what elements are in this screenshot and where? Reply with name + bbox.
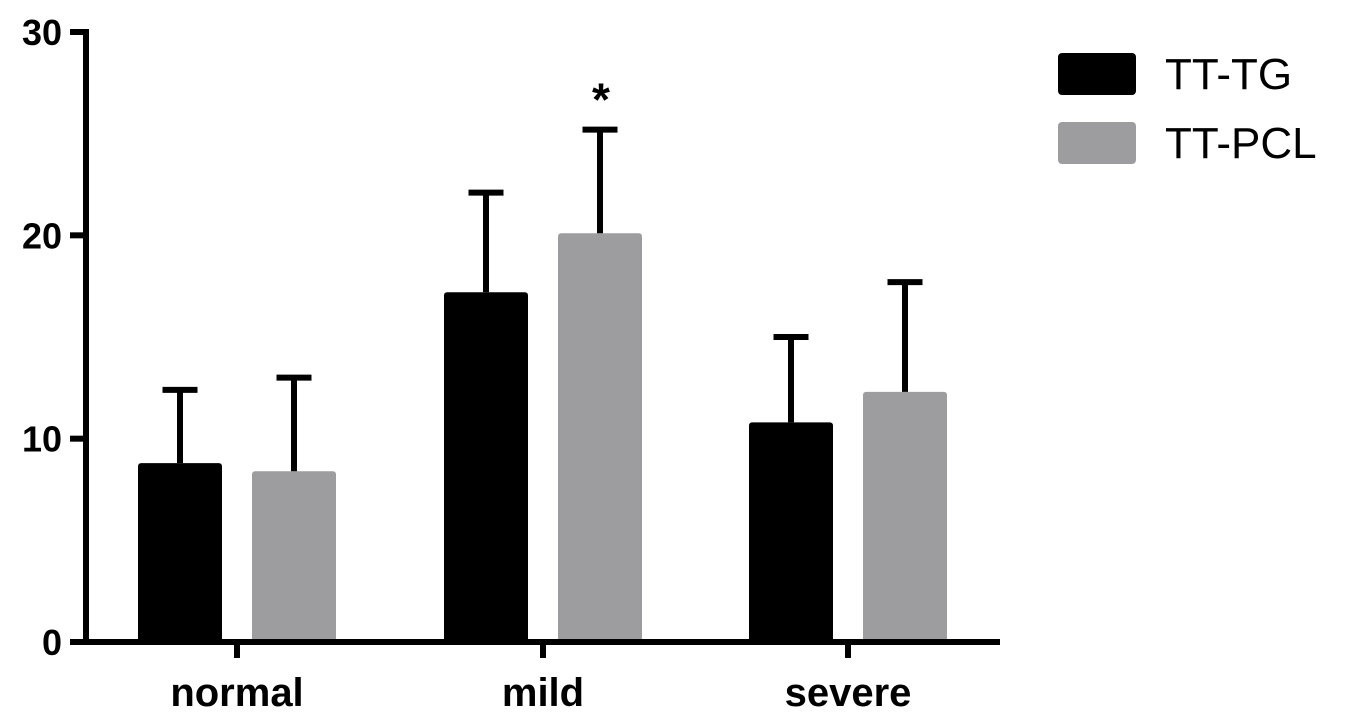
y-tick-label: 0 [42,622,62,663]
y-tick-label: 10 [22,419,62,460]
legend-label-TT-TG: TT-TG [1165,50,1292,99]
x-tick-label-severe: severe [785,671,912,715]
y-tick-label: 30 [22,12,62,53]
legend-swatch-TT-PCL [1058,122,1136,164]
y-axis: 0 10 20 30 [22,12,89,663]
bar-TT-TG-mild [444,292,528,642]
significance-marker: * [592,74,610,126]
bar-TT-TG-normal [138,463,222,642]
bar-TT-PCL-severe [863,391,947,642]
annotations: * [592,74,610,126]
legend-swatch-TT-TG [1058,53,1136,95]
bar-TT-PCL-normal [252,471,336,642]
x-axis: normal mild severe [83,639,1000,715]
legend: TT-TG TT-PCL [1058,50,1317,168]
y-tick-label: 20 [22,215,62,256]
bar-TT-PCL-mild [558,233,642,643]
x-tick-label-mild: mild [502,671,584,715]
x-tick-label-normal: normal [170,671,303,715]
bar-TT-TG-severe [749,422,833,642]
legend-label-TT-PCL: TT-PCL [1165,119,1317,168]
bars [138,126,947,643]
